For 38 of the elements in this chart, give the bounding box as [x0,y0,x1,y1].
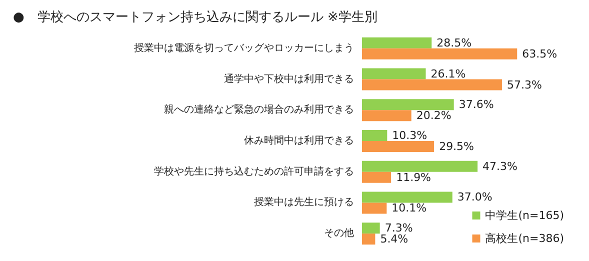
y-tick-label: 通学中や下校中は利用できる [224,72,354,85]
bar [362,141,434,152]
bar [362,79,502,90]
data-label: 11.9% [396,170,432,184]
bar [362,222,380,234]
y-tick-label: 親への連絡など緊急の場合のみ利用できる [164,104,354,116]
bar [362,172,392,183]
data-label: 10.3% [392,129,428,142]
data-label: 5.4% [380,232,408,246]
data-label: 20.2% [416,109,452,122]
data-label: 10.1% [392,202,427,215]
data-label: 47.3% [482,160,518,173]
y-tick-label: 授業中は先生に預ける [254,196,354,208]
bar [362,99,454,110]
data-label: 26.1% [430,67,466,80]
bar [362,160,478,172]
data-label: 37.0% [457,190,492,204]
bar [362,192,452,203]
y-tick-label: 学校や先生に持ち込むための許可申請をする [154,165,354,178]
legend-label: 中学生(n=165) [485,209,564,222]
data-label: 7.3% [384,222,413,235]
bar [362,234,376,245]
data-label: 28.5% [436,36,472,50]
text: ● 学校へのスマートフォン持ち込みに関するルール ※学生別 [13,10,378,25]
bar [362,37,432,48]
bar [362,110,412,122]
y-tick-label: その他 [324,227,354,240]
bar [362,202,387,214]
bar [362,130,388,141]
data-label: 29.5% [439,140,474,153]
y-tick-label: 授業中は電源を切ってバッグやロッカーにしまう [134,42,354,54]
bar [362,68,426,80]
data-label: 37.6% [458,98,494,112]
data-label: 63.5% [522,47,558,60]
legend-label: 高校生(n=386) [485,232,564,245]
bar [362,48,518,60]
data-label: 57.3% [506,78,542,92]
y-tick-label: 休み時間中は利用できる [244,134,354,146]
